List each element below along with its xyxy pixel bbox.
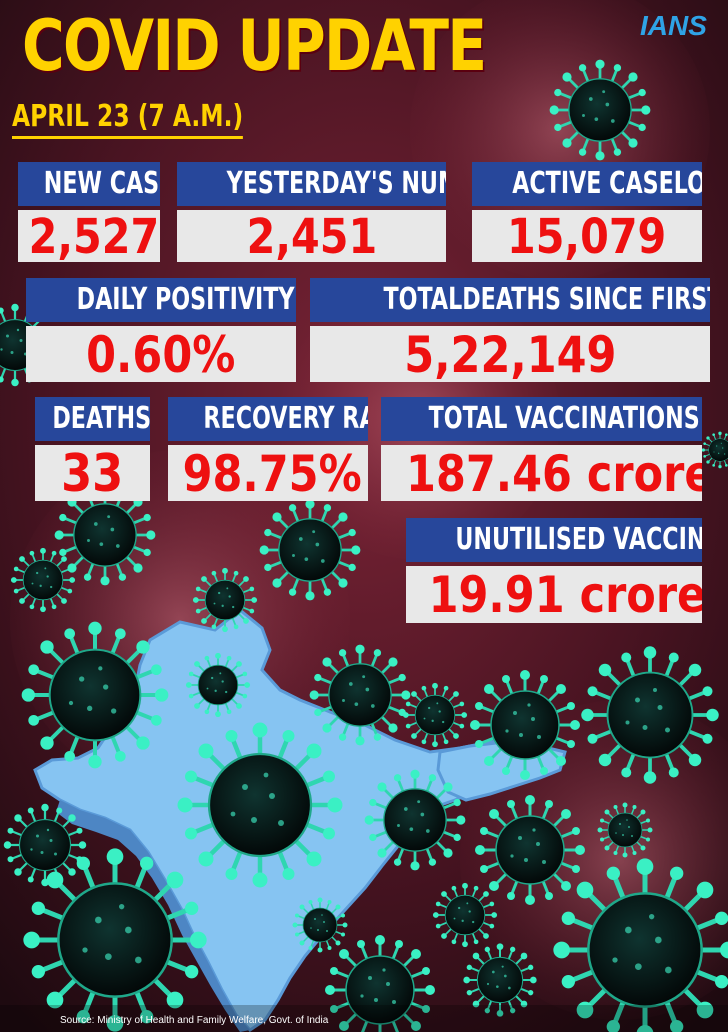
recovery-rate-value: 98.75% bbox=[168, 445, 368, 501]
positivity-value: 0.60% bbox=[26, 326, 296, 382]
unutilised-vaccines-label: UNUTILISED VACCINES bbox=[406, 518, 702, 562]
unutilised-vaccines-card: UNUTILISED VACCINES 19.91 crore bbox=[406, 518, 702, 623]
total-vaccinations-label: TOTAL VACCINATIONS bbox=[381, 397, 702, 441]
new-cases-card: NEW CASES 2,527 bbox=[18, 162, 160, 262]
new-cases-value: 2,527 bbox=[18, 210, 160, 262]
active-caseload-card: ACTIVE CASELOAD 15,079 bbox=[472, 162, 702, 262]
yesterday-label: YESTERDAY'S NUMBER bbox=[177, 162, 446, 206]
brand-logo: IANS bbox=[640, 10, 707, 41]
total-vaccinations-value: 187.46 crore bbox=[381, 445, 702, 501]
positivity-card: DAILY POSITIVITY RATE 0.60% bbox=[26, 278, 296, 382]
deaths-label: DEATHS bbox=[35, 397, 150, 441]
total-vaccinations-card: TOTAL VACCINATIONS 187.46 crore bbox=[381, 397, 702, 501]
new-cases-label: NEW CASES bbox=[18, 162, 160, 206]
update-date: APRIL 23 (7 A.M.) bbox=[12, 98, 244, 139]
source-credit: Source: Ministry of Health and Family We… bbox=[60, 1015, 329, 1026]
active-caseload-value: 15,079 bbox=[472, 210, 702, 262]
recovery-rate-label: RECOVERY RATE bbox=[168, 397, 368, 441]
yesterday-value: 2,451 bbox=[177, 210, 446, 262]
active-caseload-label: ACTIVE CASELOAD bbox=[472, 162, 702, 206]
positivity-label: DAILY POSITIVITY RATE bbox=[26, 278, 296, 322]
total-deaths-value: 5,22,149 bbox=[310, 326, 710, 382]
total-deaths-card: TOTALDEATHS SINCE FIRST WAVE 5,22,149 bbox=[310, 278, 710, 382]
yesterday-card: YESTERDAY'S NUMBER 2,451 bbox=[177, 162, 446, 262]
total-deaths-label: TOTALDEATHS SINCE FIRST WAVE bbox=[310, 278, 710, 322]
deaths-value: 33 bbox=[35, 445, 150, 501]
unutilised-vaccines-value: 19.91 crore bbox=[406, 566, 702, 623]
recovery-rate-card: RECOVERY RATE 98.75% bbox=[168, 397, 368, 501]
deaths-card: DEATHS 33 bbox=[35, 397, 150, 501]
page-title: COVID UPDATE bbox=[22, 5, 487, 87]
